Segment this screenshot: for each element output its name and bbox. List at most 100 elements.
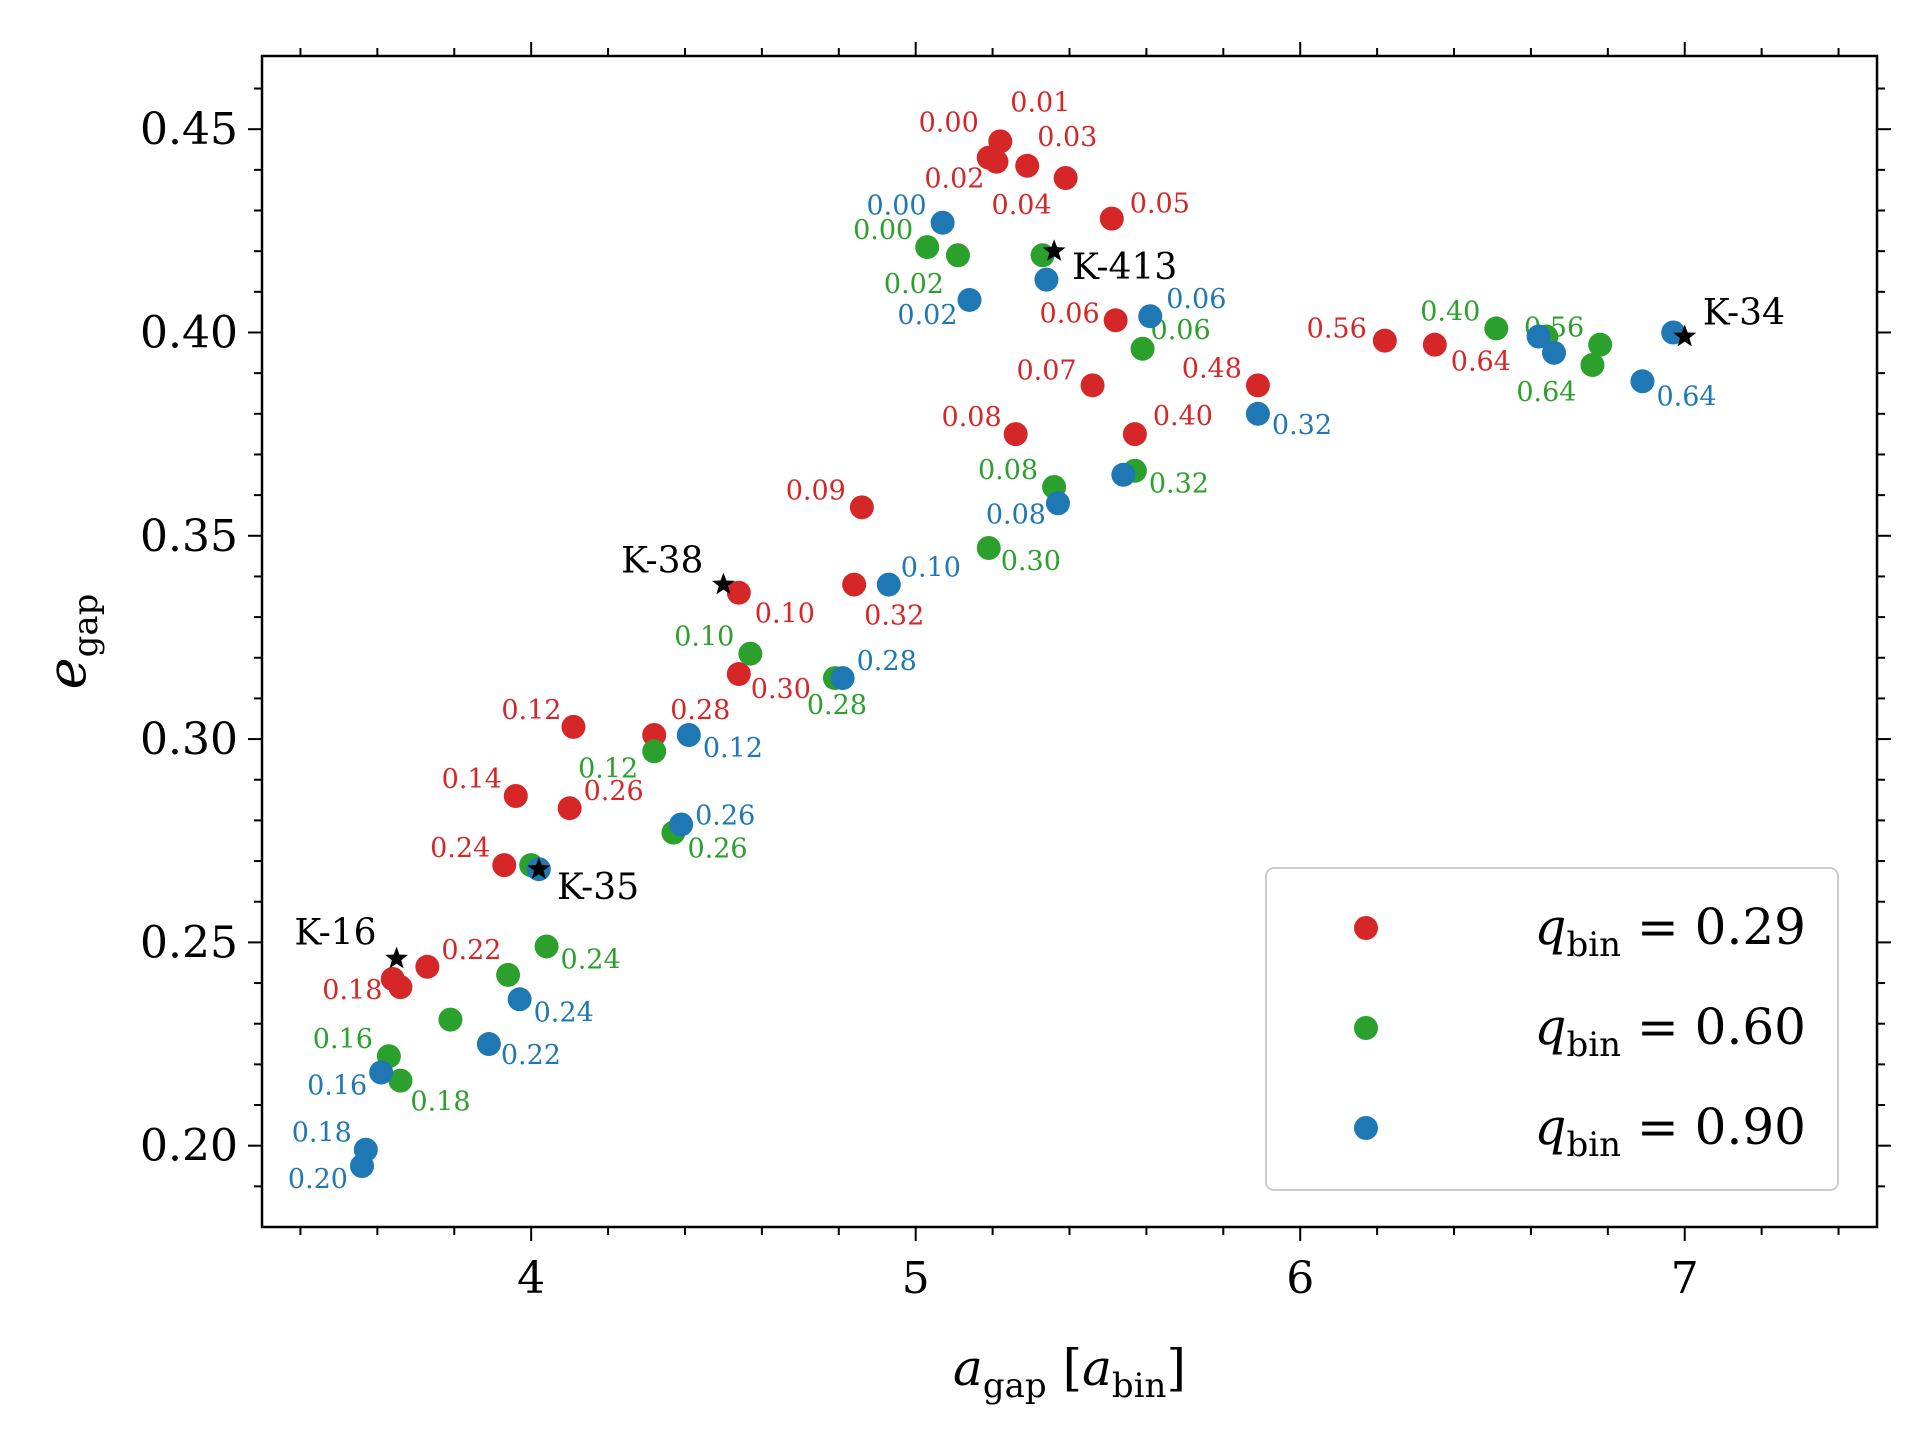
data-label: 0.28: [670, 695, 730, 726]
data-label: 0.00: [853, 215, 913, 246]
data-label: 0.20: [288, 1164, 348, 1195]
data-point: [988, 129, 1013, 154]
data-point: [1630, 369, 1655, 394]
data-point: [503, 784, 528, 809]
data-point: [438, 1007, 463, 1032]
data-label: 0.10: [901, 553, 961, 584]
data-label: 0.64: [1656, 381, 1716, 412]
data-point: [726, 580, 751, 605]
data-point: [476, 1032, 501, 1057]
star-markers: K-16 K-35 K-38 K-413 K-34: [294, 239, 1785, 969]
data-label: 0.10: [755, 599, 815, 630]
data-label: 0.26: [695, 800, 755, 831]
y-tick-label: 0.45: [140, 104, 238, 155]
data-point: [1130, 336, 1155, 361]
data-point: [1099, 206, 1124, 231]
data-label: 0.24: [534, 997, 594, 1028]
data-label: 0.14: [442, 764, 502, 795]
data-point: [957, 287, 982, 312]
data-label: 0.06: [1040, 298, 1100, 329]
data-point: [976, 535, 1001, 560]
data-point: [1003, 422, 1028, 447]
data-label: 0.08: [942, 402, 1002, 433]
star-marker: [712, 572, 735, 595]
y-tick-label: 0.30: [140, 714, 238, 765]
data-label: 0.64: [1451, 347, 1511, 378]
data-label: 0.24: [430, 833, 490, 864]
data-point: [1015, 153, 1040, 178]
data-point: [669, 812, 694, 837]
data-label: 0.12: [703, 733, 763, 764]
y-tick-label: 0.25: [140, 917, 238, 968]
data-point: [1542, 340, 1566, 365]
data-label: 0.02: [897, 300, 957, 331]
axis-ticks: 4 5 6 7 0.20 0.25 0.30 0.35 0.40 0.45: [140, 42, 1891, 1304]
data-label: 0.26: [687, 834, 747, 865]
data-label: 0.16: [313, 1024, 373, 1055]
data-label: 0.26: [584, 776, 644, 807]
legend-box: [1265, 867, 1839, 1191]
data-label: 0.32: [1149, 469, 1209, 500]
data-label: 0.24: [561, 944, 621, 975]
data-point: [1580, 353, 1605, 378]
point-labels: 0.00 0.01 0.02 0.03 0.04 0.05 0.06 0.07 0.08 0.09…: [288, 87, 1717, 1195]
data-point: [849, 495, 874, 520]
data-point: [1484, 316, 1509, 341]
star-marker-label: K-35: [557, 867, 639, 908]
data-point: [676, 723, 701, 748]
data-point: [930, 210, 955, 235]
data-label: 0.64: [1516, 377, 1576, 408]
plot-frame: [260, 54, 1879, 1229]
data-label: 0.12: [501, 695, 561, 726]
data-point: [984, 149, 1009, 174]
data-label: 0.10: [674, 622, 734, 653]
data-label: 0.16: [307, 1070, 367, 1101]
data-point: [945, 243, 970, 268]
data-label: 0.30: [751, 674, 811, 705]
star-marker-label: K-34: [1703, 293, 1785, 334]
data-label: 0.22: [501, 1040, 561, 1071]
star-marker: [385, 946, 408, 969]
data-label: 0.56: [1307, 314, 1367, 345]
data-label: 0.18: [410, 1087, 470, 1118]
data-point: [1045, 491, 1070, 516]
data-point: [1138, 304, 1163, 329]
data-points: [349, 129, 1686, 1179]
data-point: [1111, 462, 1136, 487]
data-label: 0.30: [1001, 546, 1061, 577]
star-marker-label: K-16: [294, 913, 376, 954]
data-label: 0.22: [441, 935, 501, 966]
data-point: [1053, 165, 1078, 190]
data-label: 0.18: [292, 1118, 352, 1149]
data-point: [915, 235, 940, 260]
data-point: [1245, 373, 1270, 398]
data-label: 0.00: [919, 108, 979, 139]
data-point: [492, 853, 517, 878]
data-label: 0.40: [1153, 401, 1213, 432]
data-point: [842, 572, 867, 597]
legend-label: qbin = 0.90: [1534, 1098, 1806, 1165]
x-tick-label: 5: [902, 1253, 930, 1304]
data-label: 0.08: [986, 499, 1046, 530]
data-label: 0.32: [864, 601, 924, 632]
data-point: [1034, 267, 1059, 292]
data-point: [1245, 401, 1270, 426]
data-point: [1526, 324, 1551, 349]
star-marker: [1673, 324, 1697, 347]
data-label: 0.28: [857, 646, 917, 677]
data-point: [349, 1154, 374, 1179]
data-point: [388, 975, 413, 1000]
data-point: [507, 987, 532, 1012]
legend-marker: [1354, 1016, 1378, 1040]
star-marker-label: K-38: [621, 541, 703, 582]
y-tick-label: 0.40: [140, 307, 238, 358]
legend-marker: [1354, 1116, 1378, 1140]
data-label: 0.05: [1130, 189, 1190, 220]
data-point: [830, 666, 855, 691]
data-point: [1661, 320, 1686, 345]
data-point: [1588, 332, 1613, 357]
x-tick-label: 6: [1286, 1253, 1314, 1304]
data-label: 0.08: [978, 455, 1038, 486]
